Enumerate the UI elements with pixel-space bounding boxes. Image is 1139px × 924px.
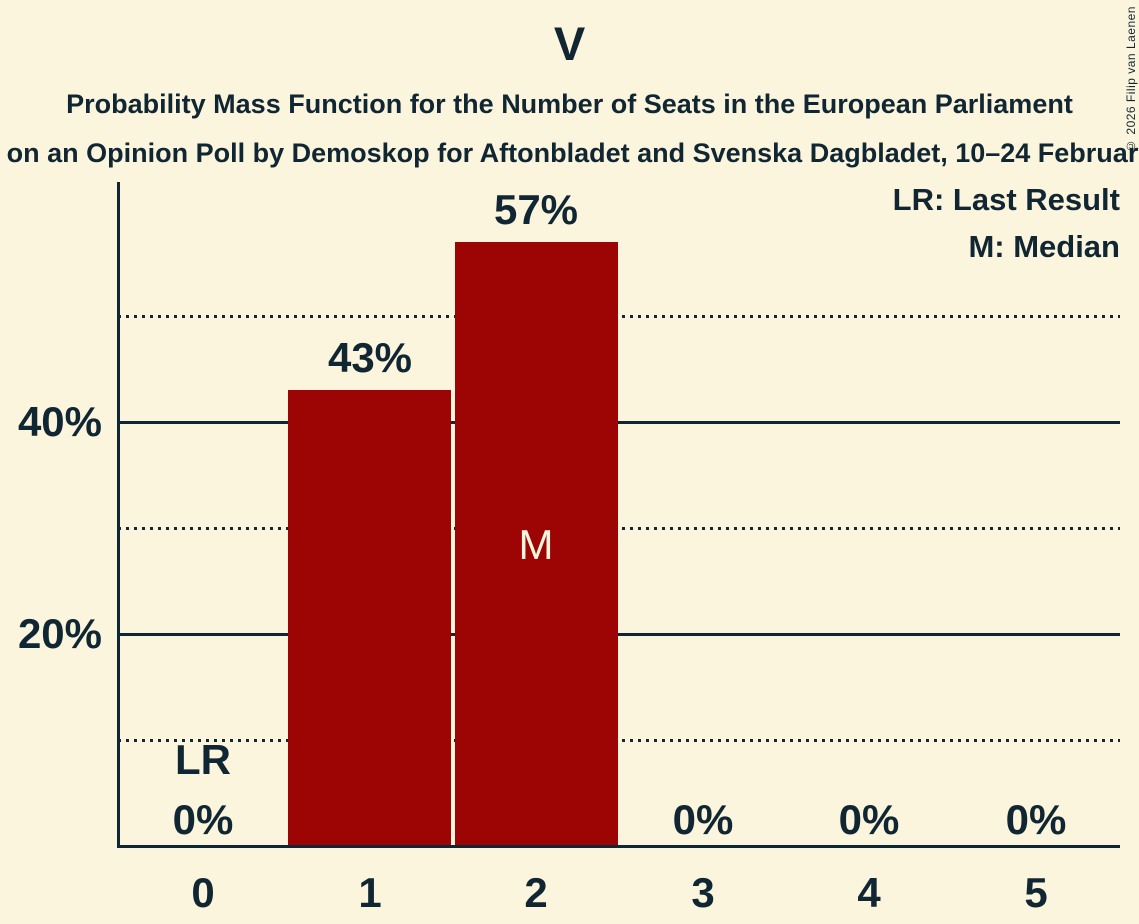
x-tick-label: 1 bbox=[358, 869, 382, 916]
chart-subtitle: Probability Mass Function for the Number… bbox=[66, 89, 1073, 119]
median-marker: M bbox=[518, 521, 554, 568]
party-title: V bbox=[553, 17, 586, 70]
x-tick-label: 3 bbox=[691, 869, 715, 916]
x-tick-label: 5 bbox=[1024, 869, 1048, 916]
gridline-solid-40 bbox=[118, 421, 1120, 424]
bar-value-label: 0% bbox=[838, 796, 900, 843]
y-tick-label: 40% bbox=[17, 398, 102, 445]
gridline-dotted-10 bbox=[118, 739, 1120, 742]
y-axis bbox=[117, 182, 120, 848]
poll-details-subtitle: Based on an Opinion Poll by Demoskop for… bbox=[0, 138, 1139, 168]
legend-last-result: LR: Last Result bbox=[892, 182, 1120, 217]
bar-value-label: 0% bbox=[1005, 796, 1067, 843]
x-tick-label: 4 bbox=[857, 869, 881, 916]
bar-value-label: 43% bbox=[327, 334, 413, 381]
gridline-solid-20 bbox=[118, 633, 1120, 636]
copyright-notice: © 2026 Filip van Laenen bbox=[1124, 6, 1138, 153]
bar-value-label: 0% bbox=[672, 796, 734, 843]
last-result-marker: LR bbox=[175, 736, 231, 783]
x-tick-label: 2 bbox=[524, 869, 548, 916]
bar-value-label: 57% bbox=[493, 186, 579, 233]
bar-seats-1 bbox=[288, 390, 451, 846]
gridline-dotted-50 bbox=[118, 315, 1120, 318]
bar-value-label: 0% bbox=[172, 796, 234, 843]
y-tick-label: 20% bbox=[17, 610, 102, 657]
gridline-dotted-30 bbox=[118, 527, 1120, 530]
legend-median: M: Median bbox=[968, 229, 1120, 264]
x-axis bbox=[117, 845, 1120, 848]
bar-seats-2 bbox=[455, 242, 618, 846]
x-tick-label: 0 bbox=[191, 869, 215, 916]
